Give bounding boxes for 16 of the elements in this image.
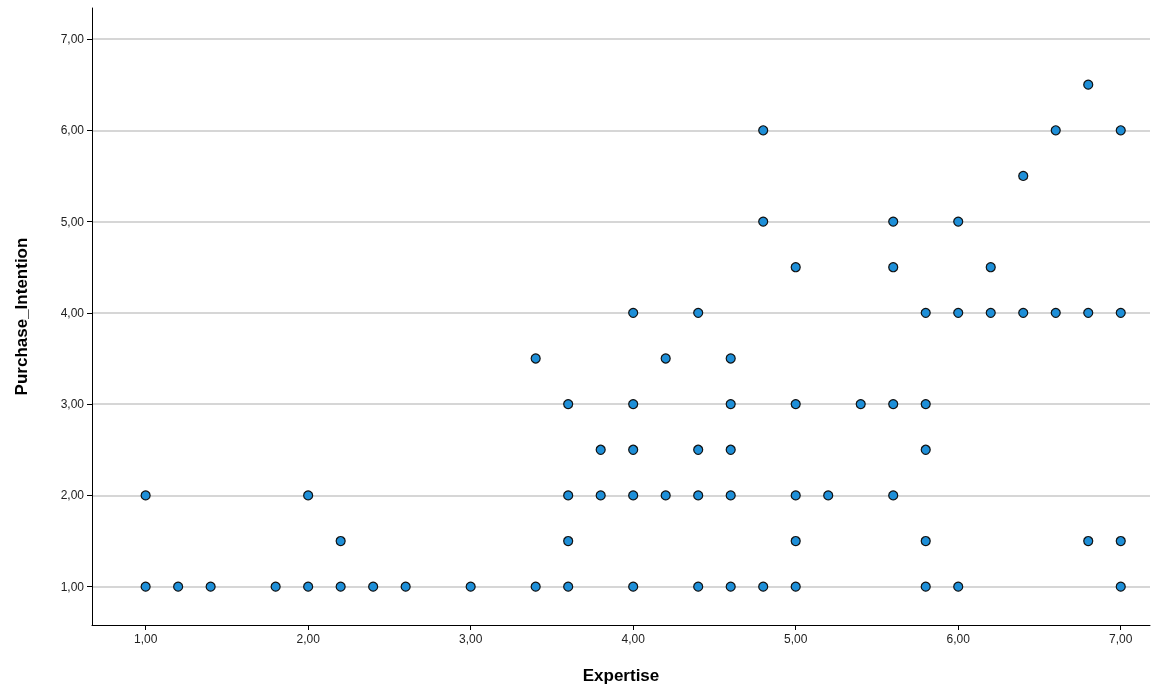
y-axis-title: Purchase_Intention xyxy=(12,237,31,396)
x-axis-title: Expertise xyxy=(582,666,660,685)
y-tick-label: 2,00 xyxy=(60,488,85,503)
x-tick-label: 5,00 xyxy=(784,632,808,646)
y-tick-label: 3,00 xyxy=(60,397,85,412)
y-tick-label: 6,00 xyxy=(60,123,85,138)
x-tick-label: 6,00 xyxy=(946,632,971,646)
y-tick-label: 5,00 xyxy=(60,214,85,229)
x-tick-label: 1,00 xyxy=(133,632,158,646)
y-tick-label: 4,00 xyxy=(60,305,85,320)
x-tick-label: 3,00 xyxy=(458,632,483,646)
x-tick-label: 2,00 xyxy=(296,632,321,646)
y-tick-label: 7,00 xyxy=(60,32,85,47)
y-tick-label: 1,00 xyxy=(60,579,85,594)
x-tick-label: 4,00 xyxy=(621,632,646,646)
x-tick-label: 7,00 xyxy=(1109,632,1133,646)
